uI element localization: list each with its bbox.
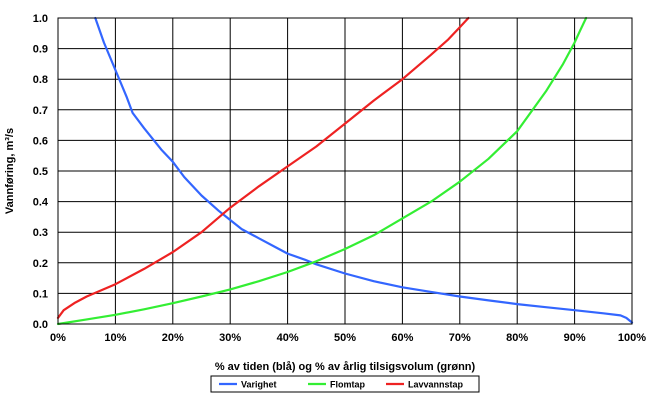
tick-labels: 0% 10% 20% 30% 40% 50% 60% 70% 80% 90% 100% 0.0 0.1 0… <box>33 13 647 344</box>
x-tick-label: 30% <box>219 332 241 344</box>
legend: Varighet Flomtap Lavvannstap <box>210 375 480 393</box>
x-tick-label: 90% <box>564 332 586 344</box>
legend-box <box>210 375 480 393</box>
y-tick-label: 0.5 <box>33 166 48 178</box>
x-tick-label: 50% <box>334 332 356 344</box>
y-tick-label: 0.2 <box>33 258 48 270</box>
series-line-flomtap <box>56 16 588 326</box>
y-tick-label: 0.8 <box>33 74 48 86</box>
x-tick-label: 60% <box>391 332 413 344</box>
legend-label-varighet: Varighet <box>241 380 277 390</box>
x-tick-label: 80% <box>506 332 528 344</box>
x-tick-label: 40% <box>277 332 299 344</box>
series-line-varighet <box>94 16 634 324</box>
y-tick-label: 0.7 <box>33 105 48 117</box>
x-tick-label: 0% <box>50 332 66 344</box>
y-axis-title: Vannføring, m³/s <box>4 128 16 214</box>
x-axis-title: % av tiden (blå) og % av årlig tilsigsvo… <box>215 361 476 373</box>
x-tick-label: 70% <box>449 332 471 344</box>
grid <box>57 17 633 325</box>
plot-border <box>57 17 633 325</box>
series-line-lavvannstap <box>56 16 470 319</box>
y-tick-label: 0.0 <box>33 319 48 331</box>
x-tick-label: 20% <box>162 332 184 344</box>
series-layer <box>56 16 634 326</box>
x-tick-label: 100% <box>618 332 646 344</box>
legend-label-flomtap: Flomtap <box>330 380 366 390</box>
y-tick-label: 0.4 <box>33 197 49 209</box>
y-tick-label: 0.6 <box>33 135 48 147</box>
y-tick-label: 0.3 <box>33 227 48 239</box>
y-tick-label: 1.0 <box>33 13 48 25</box>
x-tick-label: 10% <box>104 332 126 344</box>
legend-label-lavvannstap: Lavvannstap <box>408 380 464 390</box>
y-tick-label: 0.1 <box>33 288 48 300</box>
y-tick-label: 0.9 <box>33 44 48 56</box>
